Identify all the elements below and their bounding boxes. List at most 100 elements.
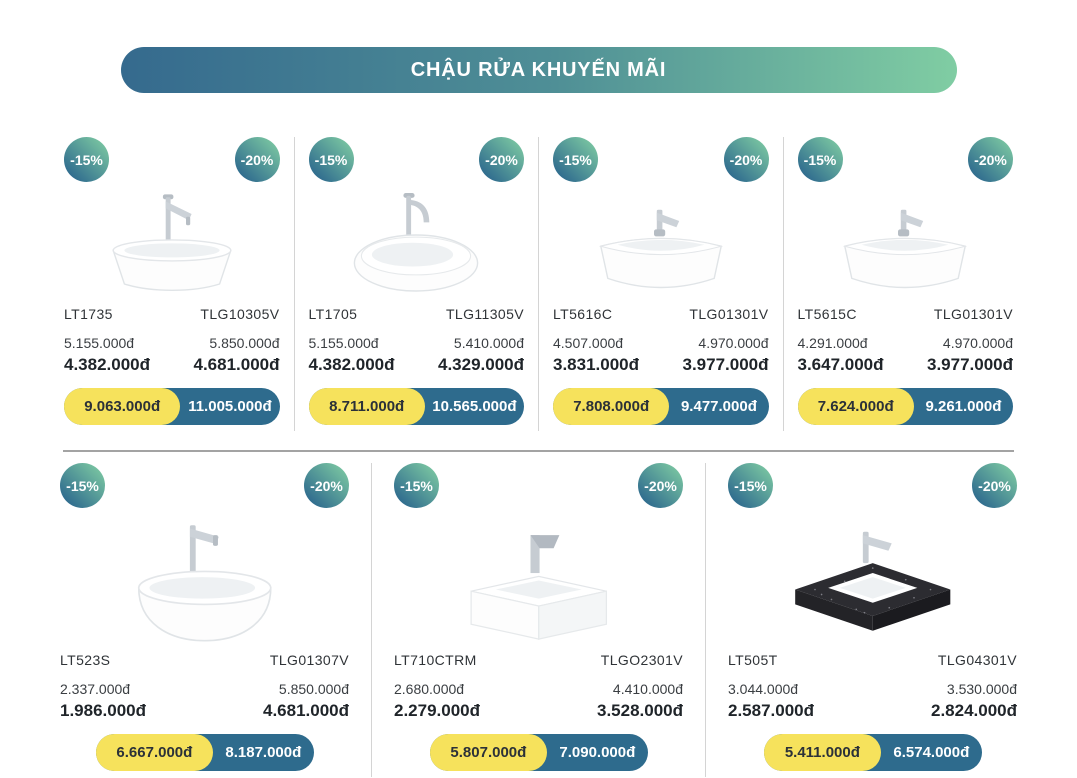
faucet-prices: 5.410.000đ 4.329.000đ	[438, 334, 524, 376]
product-codes: LT1705 TLG11305V	[309, 306, 525, 322]
discount-badges: -15% -20%	[60, 463, 349, 508]
sink-prices: 4.291.000đ 3.647.000đ	[798, 334, 884, 376]
faucet-prices: 3.530.000đ 2.824.000đ	[931, 680, 1017, 722]
combo-sale-price: 6.667.000đ	[95, 734, 214, 771]
page-title: CHẬU RỬA KHUYẾN MÃI	[410, 58, 667, 81]
discount-value: -15%	[803, 151, 837, 168]
faucet-code: TLG11305V	[445, 306, 524, 322]
faucet-new-price: 3.977.000đ	[926, 355, 1013, 374]
discount-badges: -15% -20%	[797, 137, 1013, 182]
discount-badge-left: -15%	[60, 463, 105, 508]
discount-badges: -15% -20%	[394, 463, 683, 508]
sink-prices: 2.337.000đ 1.986.000đ	[60, 680, 146, 722]
sink-new-price: 2.587.000đ	[728, 701, 815, 720]
combo-sale-price: 5.411.000đ	[763, 734, 882, 771]
product-card: -15% -20% LT505T TLG043	[705, 463, 1039, 777]
discount-value: -20%	[974, 151, 1007, 168]
product-codes: LT505T TLG04301V	[728, 652, 1017, 668]
faucet-prices: 5.850.000đ 4.681.000đ	[263, 680, 349, 722]
product-codes: LT523S TLG01307V	[60, 652, 349, 668]
product-codes: LT1735 TLG10305V	[64, 306, 280, 322]
discount-value: -20%	[729, 151, 763, 168]
faucet-old-price: 4.970.000đ	[942, 335, 1013, 351]
discount-value: -15%	[400, 477, 433, 494]
faucet-prices: 4.970.000đ 3.977.000đ	[682, 334, 768, 376]
product-codes: LT710CTRM TLGO2301V	[394, 652, 683, 668]
faucet-new-price: 4.329.000đ	[437, 355, 524, 374]
sink-old-price: 5.155.000đ	[64, 335, 135, 351]
price-block: 4.507.000đ 3.831.000đ 4.970.000đ 3.977.0…	[553, 334, 769, 376]
discount-badge-left: -15%	[308, 137, 354, 182]
combo-price-pill: 6.667.000đ 8.187.000đ	[95, 734, 314, 771]
combo-original-price: 6.574.000đ	[893, 744, 970, 761]
sink-new-price: 4.382.000đ	[308, 355, 395, 374]
sink-old-price: 3.044.000đ	[728, 681, 799, 697]
combo-original-price: 11.005.000đ	[188, 398, 272, 415]
promo-banner: CHẬU RỬA KHUYẾN MÃI	[120, 47, 957, 93]
discount-value: -20%	[310, 477, 343, 494]
faucet-prices: 4.410.000đ 3.528.000đ	[597, 680, 683, 722]
faucet-old-price: 5.410.000đ	[453, 335, 524, 351]
sink-prices: 2.680.000đ 2.279.000đ	[394, 680, 480, 722]
sink-prices: 4.507.000đ 3.831.000đ	[553, 334, 639, 376]
faucet-old-price: 4.410.000đ	[612, 681, 683, 697]
discount-badge-right: -20%	[968, 137, 1013, 182]
discount-badges: -15% -20%	[64, 137, 280, 182]
combo-price-pill: 9.063.000đ 11.005.000đ	[64, 388, 280, 425]
combo-price-pill: 5.807.000đ 7.090.000đ	[429, 734, 648, 771]
combo-sale-price: 5.807.000đ	[429, 734, 548, 771]
discount-value: -15%	[66, 477, 99, 494]
product-image-dropin-sink	[553, 186, 769, 298]
price-block: 3.044.000đ 2.587.000đ 3.530.000đ 2.824.0…	[728, 680, 1017, 722]
discount-badge-left: -15%	[553, 137, 598, 182]
faucet-new-price: 4.681.000đ	[262, 701, 349, 720]
sink-code: LT1705	[308, 306, 358, 322]
faucet-new-price: 3.528.000đ	[596, 701, 683, 720]
price-block: 4.291.000đ 3.647.000đ 4.970.000đ 3.977.0…	[798, 334, 1014, 376]
row-divider	[63, 450, 1014, 452]
combo-price-pill: 7.808.000đ 9.477.000đ	[553, 388, 769, 425]
combo-original-price: 9.261.000đ	[925, 398, 1002, 415]
discount-badges: -15% -20%	[553, 137, 769, 182]
combo-price-pill: 8.711.000đ 10.565.000đ	[308, 388, 524, 425]
discount-badge-right: -20%	[638, 463, 683, 508]
sink-old-price: 2.337.000đ	[60, 681, 131, 697]
discount-badges: -15% -20%	[728, 463, 1017, 508]
discount-value: -20%	[978, 477, 1011, 494]
product-card: -15% -20% LT1735 TLG10305V 5.155.000đ 4.…	[50, 137, 294, 431]
product-card: -15% -20% LT5616C TLG01301V 4.507.000đ 3…	[538, 137, 783, 431]
sink-new-price: 4.382.000đ	[64, 355, 151, 374]
sink-code: LT5615C	[797, 306, 857, 322]
product-card: -15% -20% LT523S TLG01307V 2.337.000đ 1.…	[38, 463, 371, 777]
product-card: -15% -20% LT1705 TLG11305V 5.155.000đ 4.…	[293, 137, 539, 431]
discount-value: -20%	[644, 477, 677, 494]
faucet-prices: 5.850.000đ 4.681.000đ	[193, 334, 279, 376]
faucet-prices: 4.970.000đ 3.977.000đ	[927, 334, 1013, 376]
combo-sale-price: 7.624.000đ	[797, 388, 914, 425]
discount-badge-right: -20%	[479, 137, 524, 182]
sink-code: LT710CTRM	[394, 652, 477, 668]
price-block: 2.337.000đ 1.986.000đ 5.850.000đ 4.681.0…	[60, 680, 349, 722]
sink-new-price: 1.986.000đ	[60, 701, 147, 720]
sink-old-price: 5.155.000đ	[308, 335, 379, 351]
sink-old-price: 2.680.000đ	[394, 681, 465, 697]
discount-value: -20%	[240, 151, 274, 168]
product-image-square-vessel-sink	[394, 512, 683, 644]
combo-original-price: 10.565.000đ	[432, 398, 517, 415]
faucet-new-price: 3.977.000đ	[682, 355, 769, 374]
discount-badge-right: -20%	[723, 137, 769, 182]
discount-badge-left: -15%	[797, 137, 843, 182]
faucet-code: TLGO2301V	[600, 652, 683, 668]
product-row-2: -15% -20% LT523S TLG01307V 2.337.000đ 1.…	[0, 463, 1077, 777]
sink-code: LT523S	[60, 652, 111, 668]
discount-value: -15%	[70, 151, 103, 168]
sink-old-price: 4.507.000đ	[553, 335, 624, 351]
sink-new-price: 3.831.000đ	[553, 355, 640, 374]
combo-price-pill: 5.411.000đ 6.574.000đ	[763, 734, 982, 771]
discount-value: -15%	[314, 151, 348, 168]
product-codes: LT5615C TLG01301V	[798, 306, 1014, 322]
product-card: -15% -20% LT5615C TLG01301V 4.291.000đ 3…	[782, 137, 1028, 431]
discount-value: -15%	[734, 477, 767, 494]
sink-prices: 3.044.000đ 2.587.000đ	[728, 680, 814, 722]
faucet-code: TLG04301V	[937, 652, 1017, 668]
